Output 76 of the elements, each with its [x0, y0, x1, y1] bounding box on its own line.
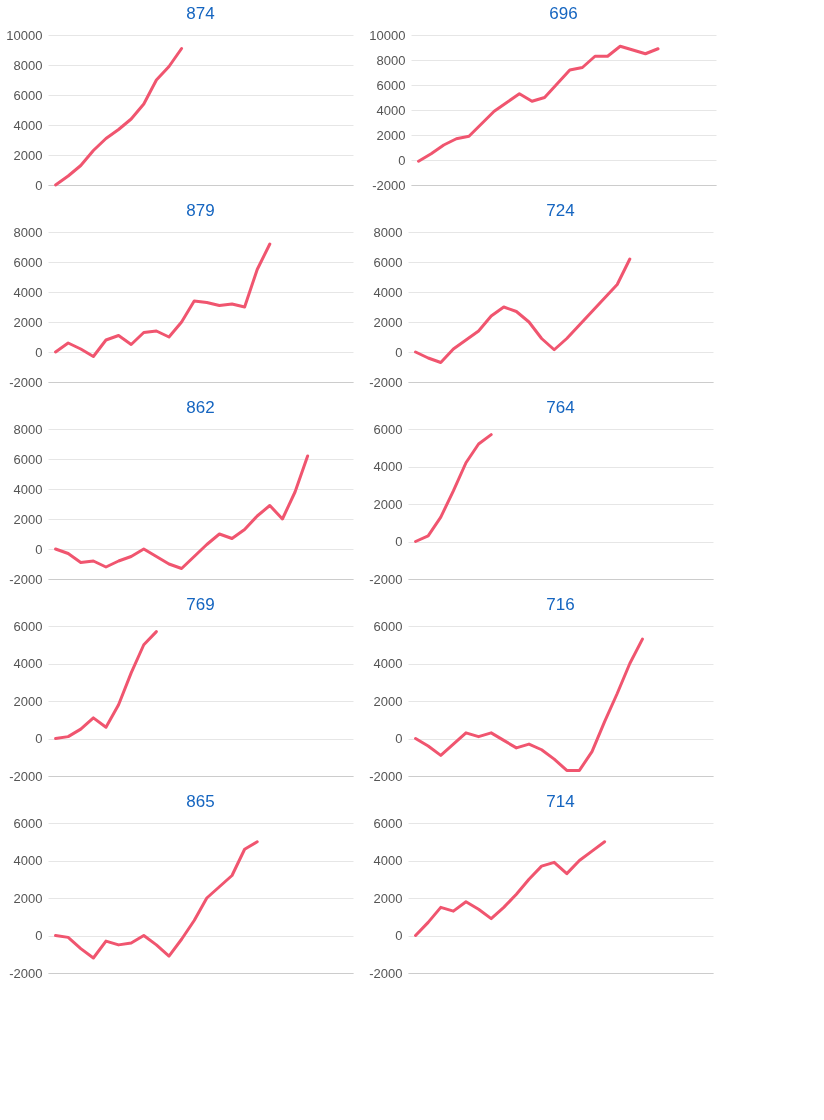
y-tick-label: 6000 [373, 618, 403, 634]
chart-title: 716 [546, 595, 575, 614]
y-tick-label: 4000 [373, 656, 403, 671]
y-tick-label: 4000 [13, 656, 43, 671]
y-tick-label: -2000 [369, 965, 403, 981]
y-tick-label: 6000 [13, 254, 43, 270]
line-series [414, 257, 632, 364]
chart-title: 879 [186, 201, 215, 220]
chart-title: 714 [546, 792, 575, 811]
chart-title: 764 [546, 398, 575, 417]
chart-title: 862 [186, 398, 215, 417]
y-tick-label: 6000 [373, 254, 403, 270]
y-tick-label: 6000 [13, 87, 43, 103]
y-tick-label: 2000 [373, 496, 403, 512]
y-tick-label: -2000 [372, 177, 406, 193]
y-tick-label: 2000 [373, 890, 403, 906]
y-tick-label: -2000 [9, 571, 43, 587]
y-tick-label: 8000 [13, 421, 43, 437]
line-series [414, 637, 644, 772]
y-tick-label: 0 [35, 177, 43, 193]
y-tick-label: -2000 [369, 768, 403, 784]
line-series [414, 840, 607, 937]
y-tick-label: 2000 [373, 314, 403, 330]
y-tick-label: -2000 [9, 374, 43, 390]
y-tick-label: 4000 [13, 853, 43, 868]
y-tick-label: 6000 [373, 421, 403, 437]
line-series [54, 630, 158, 740]
y-tick-label: 0 [35, 541, 43, 557]
chart-title: 865 [186, 792, 215, 811]
y-tick-label: 6000 [376, 77, 406, 93]
y-tick-label: 4000 [376, 102, 406, 118]
y-tick-label: 2000 [13, 147, 43, 163]
line-series [54, 47, 184, 187]
chart-title: 724 [546, 201, 575, 220]
y-tick-label: 0 [395, 928, 403, 943]
y-tick-label: 6000 [13, 618, 43, 634]
y-tick-label: 2000 [376, 127, 406, 143]
chart-title: 769 [186, 595, 215, 614]
y-tick-label: 6000 [13, 451, 43, 467]
y-tick-label: 8000 [373, 224, 403, 240]
y-tick-label: 4000 [13, 284, 43, 300]
y-tick-label: 2000 [13, 314, 43, 330]
y-tick-label: -2000 [9, 965, 43, 981]
y-tick-label: 4000 [373, 284, 403, 300]
y-tick-label: 0 [395, 534, 403, 549]
y-tick-label: -2000 [369, 571, 403, 587]
y-tick-label: 0 [35, 731, 43, 746]
y-tick-label: 8000 [376, 52, 406, 68]
chart-title: 874 [186, 4, 215, 23]
y-tick-label: 0 [398, 152, 406, 168]
y-tick-label: 6000 [373, 815, 403, 831]
y-tick-label: -2000 [369, 374, 403, 390]
y-tick-label: 2000 [373, 693, 403, 709]
y-tick-label: 4000 [373, 459, 403, 474]
line-series [54, 242, 272, 358]
line-series [54, 840, 259, 960]
y-tick-label: 10000 [6, 27, 43, 43]
line-series [417, 44, 660, 163]
y-tick-label: 0 [395, 731, 403, 746]
y-tick-label: 6000 [13, 815, 43, 831]
y-tick-label: 0 [395, 344, 403, 360]
y-tick-label: 2000 [13, 511, 43, 527]
y-tick-label: 0 [35, 928, 43, 943]
line-series [54, 454, 310, 570]
y-tick-label: 4000 [13, 481, 43, 497]
chart-title: 696 [549, 4, 578, 23]
y-tick-label: -2000 [9, 768, 43, 784]
y-tick-label: 0 [35, 344, 43, 360]
line-series [414, 433, 493, 543]
y-tick-label: 10000 [369, 27, 406, 43]
y-tick-label: 8000 [13, 57, 43, 73]
y-tick-label: 8000 [13, 224, 43, 240]
y-tick-label: 2000 [13, 890, 43, 906]
y-tick-label: 4000 [13, 117, 43, 133]
y-tick-label: 4000 [373, 853, 403, 868]
y-tick-label: 2000 [13, 693, 43, 709]
